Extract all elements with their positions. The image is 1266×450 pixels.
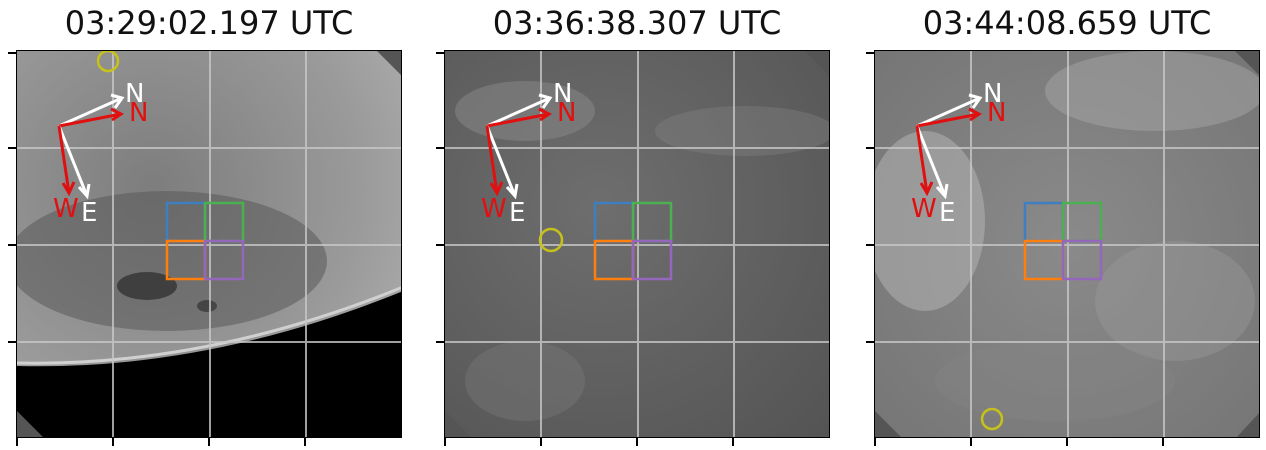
west-label: W	[911, 194, 937, 224]
tick	[304, 438, 306, 446]
panel-3-image: N N W E	[874, 50, 1260, 438]
tick	[436, 147, 444, 149]
tick	[16, 438, 18, 446]
north-white-label: N	[125, 79, 145, 109]
panel-3-title: 03:44:08.659 UTC	[922, 4, 1212, 42]
tick	[112, 438, 114, 446]
tick	[1066, 438, 1068, 446]
tick	[8, 52, 16, 54]
panel-2-title: 03:36:38.307 UTC	[492, 4, 782, 42]
tick	[866, 147, 874, 149]
east-label: E	[939, 198, 956, 228]
target-circle	[980, 407, 1004, 431]
box-purple	[1061, 239, 1103, 281]
north-white-label: N	[983, 79, 1003, 109]
tick	[732, 438, 734, 446]
east-label: E	[81, 198, 98, 228]
panel-1-title: 03:29:02.197 UTC	[64, 4, 354, 42]
north-red-label: N	[129, 98, 149, 128]
tick	[436, 244, 444, 246]
tick	[8, 341, 16, 343]
tick	[874, 438, 876, 446]
tick	[436, 52, 444, 54]
target-circle	[96, 51, 120, 73]
tick	[8, 244, 16, 246]
tick	[208, 438, 210, 446]
box-purple	[631, 239, 673, 281]
tick	[866, 341, 874, 343]
west-label: W	[53, 194, 79, 224]
tick	[1162, 438, 1164, 446]
north-white-label: N	[553, 79, 573, 109]
tick	[866, 52, 874, 54]
panel-1-image: N N W E	[16, 50, 402, 438]
target-circle	[538, 227, 564, 253]
tick	[436, 341, 444, 343]
tick	[444, 438, 446, 446]
north-red-label: N	[987, 98, 1007, 128]
tick	[970, 438, 972, 446]
box-purple	[203, 239, 245, 281]
tick	[636, 438, 638, 446]
panel-2-image: N N W E	[444, 50, 830, 438]
tick	[866, 244, 874, 246]
west-label: W	[481, 194, 507, 224]
east-label: E	[509, 198, 526, 228]
north-red-label: N	[557, 98, 577, 128]
tick	[8, 147, 16, 149]
tick	[540, 438, 542, 446]
